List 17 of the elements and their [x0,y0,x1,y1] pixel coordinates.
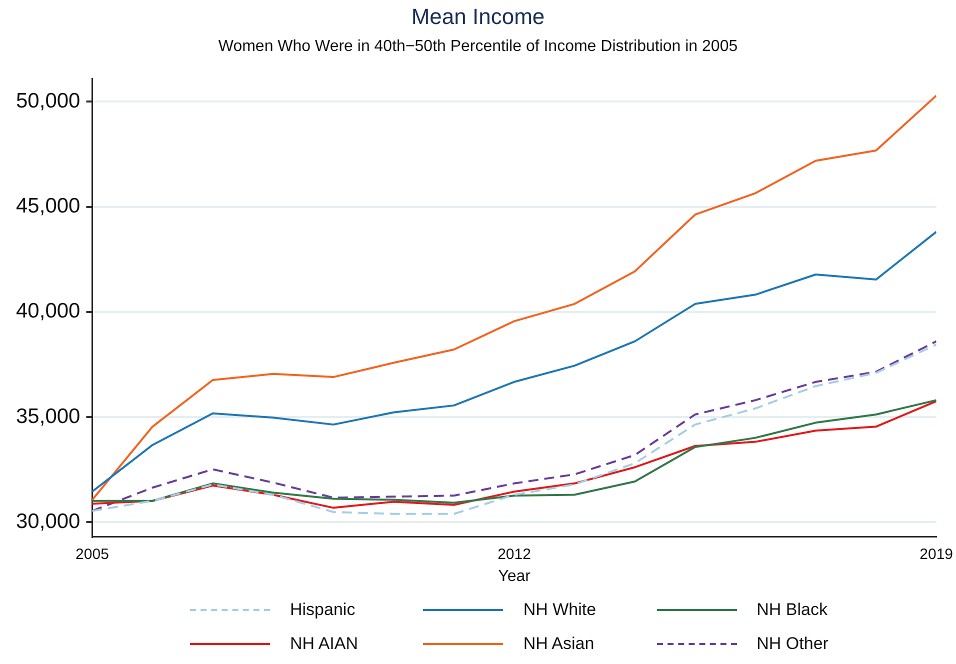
chart-subtitle: Women Who Were in 40th−50th Percentile of Income Distribution in 2005 [217,38,739,56]
chart-title: Mean Income [410,4,546,30]
legend-label: Hispanic [290,600,356,620]
x-tick-label: 2005 [76,546,109,563]
x-tick-label: 2019 [920,546,954,563]
legend-label: NH Black [756,600,828,620]
legend-label: NH White [523,600,596,620]
y-tick-label: 30,000 [16,510,80,533]
y-tick-label: 50,000 [16,90,80,113]
legend-label: NH Other [756,634,828,654]
legend-label: NH AIAN [290,634,358,654]
y-tick-label: 45,000 [16,194,80,218]
y-tick-label: 35,000 [16,404,80,428]
x-axis-title: Year [498,568,532,585]
x-tick-label: 2012 [498,546,531,563]
y-tick-label: 40,000 [16,300,80,323]
legend-label: NH Asian [523,634,594,654]
